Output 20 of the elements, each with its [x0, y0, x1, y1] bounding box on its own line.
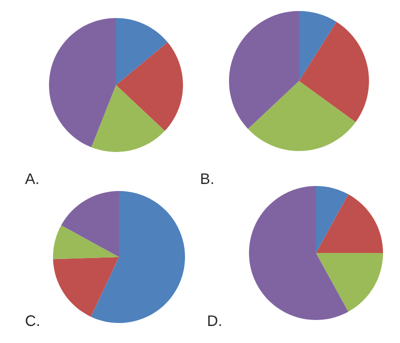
text: B. [201, 173, 214, 184]
pie-slice [49, 18, 116, 148]
pie-slice [249, 186, 348, 320]
pie-slice [316, 186, 348, 253]
text: D. [208, 315, 221, 326]
pie-slice [248, 81, 356, 151]
pie-slice [91, 85, 165, 152]
pie-slice [53, 225, 119, 260]
pie-slice [229, 11, 299, 129]
text: A. [25, 173, 38, 184]
pie-slice [53, 257, 119, 317]
pie-slice [316, 194, 383, 253]
pie-slice [316, 253, 383, 312]
pie-slice [299, 22, 369, 122]
text: C. [26, 315, 39, 326]
pie-slice [116, 42, 183, 131]
pie-slice [299, 11, 337, 81]
pie-slice [90, 191, 185, 323]
pie-slice [61, 191, 119, 257]
pie-slice [116, 18, 168, 85]
